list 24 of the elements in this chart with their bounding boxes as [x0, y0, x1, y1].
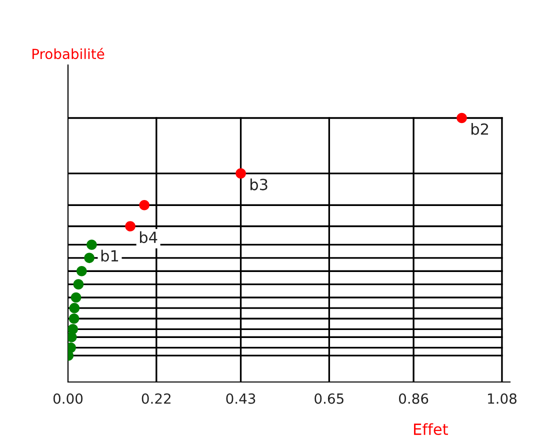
x-tick-label: 0.00: [53, 393, 83, 404]
point: [456, 112, 467, 124]
annotation: b4: [140, 231, 158, 244]
x-tick-label: 1.08: [488, 393, 516, 404]
point: [236, 168, 246, 179]
x-tick-label: 0.22: [142, 393, 170, 404]
point: [70, 292, 82, 303]
x-tick-label: 0.65: [314, 393, 344, 404]
annotation: b2: [472, 123, 488, 135]
point: [86, 240, 97, 250]
point: [69, 302, 80, 314]
annotation: b3: [250, 178, 268, 190]
x-tick-label: 0.43: [226, 393, 256, 404]
y-axis-title: Probabilité: [32, 48, 104, 60]
point: [76, 266, 87, 276]
x-tick-label: 0.86: [399, 393, 428, 404]
annotation: b1: [101, 250, 118, 262]
point: [125, 221, 136, 232]
point: [84, 252, 94, 264]
point: [73, 279, 84, 290]
point: [68, 332, 77, 342]
point: [68, 313, 80, 324]
point: [139, 200, 150, 210]
x-axis-title: Effet: [414, 423, 448, 436]
